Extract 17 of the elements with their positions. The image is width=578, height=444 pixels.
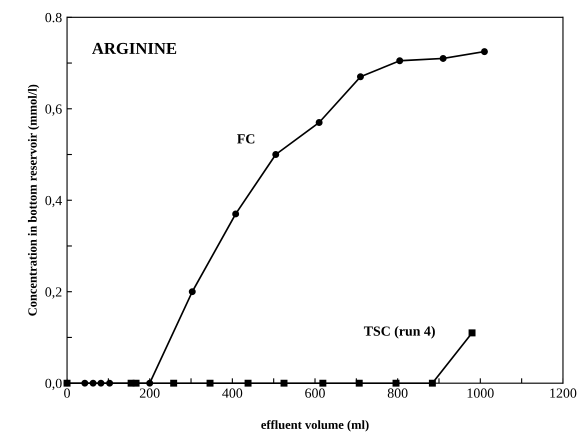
x-axis-title: effluent volume (ml) xyxy=(261,420,369,432)
y-tick-label: 0.8 xyxy=(45,12,62,22)
x-tick-label: 200 xyxy=(140,388,160,398)
y-tick-label: 0,4 xyxy=(45,196,62,208)
x-tick-label: 0 xyxy=(64,388,70,398)
x-tick-label: 1000 xyxy=(468,388,494,398)
series-label: TSC (run 4) xyxy=(364,326,435,339)
x-tick-label: 400 xyxy=(222,388,242,398)
y-tick-label: 0,2 xyxy=(45,287,62,299)
y-tick-label: 0,0 xyxy=(45,378,62,390)
x-tick-label: 600 xyxy=(305,388,325,398)
text: ARGININE xyxy=(92,42,176,54)
series-label: FC xyxy=(237,134,254,144)
x-tick-label: 1200 xyxy=(550,388,576,398)
x-tick-label: 800 xyxy=(388,388,408,398)
y-tick-label: 0,6 xyxy=(45,104,62,116)
y-axis-title: Concentration in bottom reservoir (mmol/l) xyxy=(28,84,40,316)
